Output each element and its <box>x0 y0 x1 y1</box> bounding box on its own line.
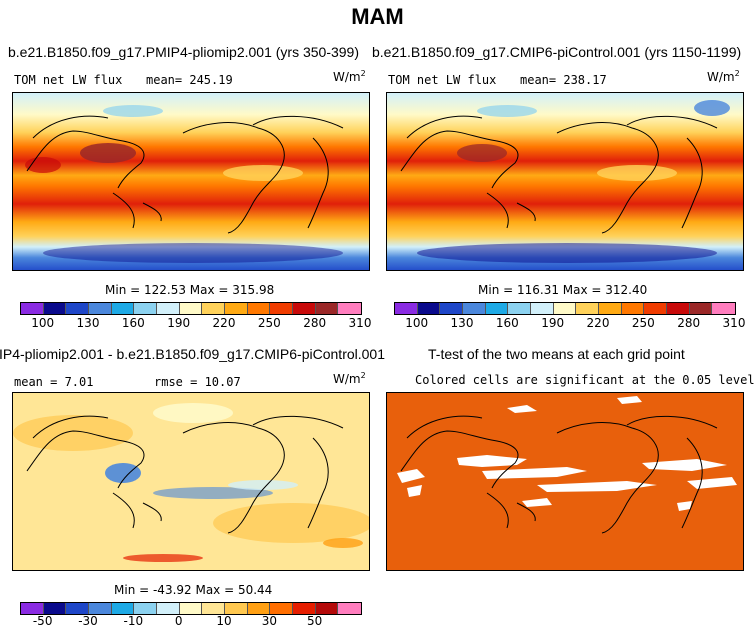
panel1-title: b.e21.B1850.f09_g17.PMIP4-pliomip2.001 (… <box>8 44 359 60</box>
colorbar-diff-label: 10 <box>216 614 232 628</box>
colorbar-diff-swatch <box>224 603 248 614</box>
colorbar-abs-label: 280 <box>677 316 701 330</box>
colorbar-abs-swatch <box>644 303 667 314</box>
colorbar-abs-swatch <box>202 303 225 314</box>
panel2-variable-label: TOM net LW flux <box>388 73 497 87</box>
panel4-map <box>386 392 744 571</box>
colorbar-abs-label: 220 <box>586 316 610 330</box>
panel4-title: T-test of the two means at each grid poi… <box>428 346 685 362</box>
colorbar-diff-swatch <box>292 603 316 614</box>
panel4-subtitle: Colored cells are significant at the 0.0… <box>415 373 755 387</box>
colorbar-diff-label: 50 <box>307 614 323 628</box>
colorbar-diff-label: 0 <box>174 614 183 628</box>
panel1-mean-label: mean= 245.19 <box>146 73 233 87</box>
panel3-rmse-label: rmse = 10.07 <box>154 375 241 389</box>
colorbar-abs-swatch <box>689 303 713 314</box>
panel2-minmax: Min = 116.31 Max = 312.40 <box>478 283 648 297</box>
colorbar-abs-swatch <box>134 303 157 314</box>
colorbar-abs-swatch <box>292 303 316 314</box>
colorbar-diff-label: 30 <box>261 614 277 628</box>
colorbar-abs-swatch <box>88 303 112 314</box>
colorbar-diff-swatch <box>134 603 157 614</box>
colorbar-diff-swatch <box>156 603 180 614</box>
colorbar-abs-label: 250 <box>257 316 281 330</box>
significance-fill <box>387 393 743 570</box>
colorbar-abs-swatch <box>224 303 248 314</box>
panel1-colorbar <box>20 302 362 315</box>
colorbar-abs-swatch <box>43 303 67 314</box>
colorbar-abs-swatch <box>553 303 577 314</box>
colorbar-diff-swatch <box>88 603 112 614</box>
colorbar-abs-swatch <box>111 303 135 314</box>
panel2-mean-label: mean= 238.17 <box>520 73 607 87</box>
figure-title: MAM <box>351 4 404 29</box>
colorbar-abs-swatch <box>598 303 622 314</box>
colorbar-abs-swatch <box>508 303 531 314</box>
colorbar-abs-swatch <box>395 303 418 314</box>
colorbar-diff-swatch <box>111 603 135 614</box>
panel1-variable-label: TOM net LW flux <box>14 73 123 87</box>
colorbar-abs-swatch <box>485 303 509 314</box>
colorbar-abs-swatch <box>21 303 44 314</box>
colorbar-diff-swatch <box>247 603 271 614</box>
colorbar-abs-label: 160 <box>121 316 145 330</box>
panel3-units: W/m2 <box>333 371 366 386</box>
panel3-minmax: Min = -43.92 Max = 50.44 <box>114 583 273 597</box>
colorbar-abs-swatch <box>66 303 89 314</box>
panel3-mean-label: mean = 7.01 <box>14 375 94 389</box>
panel1-colorbar-labels: 100 130 160 190 220 250 280 310 <box>20 316 371 330</box>
panel3-colorbar-labels: -50 -30 -10 0 10 30 50 <box>20 614 360 628</box>
panel2-colorbar-labels: 100 130 160 190 220 250 280 310 <box>394 316 745 330</box>
colorbar-diff-swatch <box>21 603 44 614</box>
panel2-title: b.e21.B1850.f09_g17.CMIP6-piControl.001 … <box>372 44 742 60</box>
colorbar-abs-label: 310 <box>348 316 372 330</box>
colorbar-abs-label: 130 <box>76 316 100 330</box>
colorbar-abs-label: 280 <box>303 316 327 330</box>
colorbar-diff-label: -30 <box>78 614 98 628</box>
panel3-colorbar <box>20 602 362 615</box>
colorbar-diff-swatch <box>338 603 361 614</box>
colorbar-abs-swatch <box>621 303 645 314</box>
colorbar-abs-label: 130 <box>450 316 474 330</box>
colorbar-abs-swatch <box>247 303 271 314</box>
colorbar-diff-swatch <box>66 603 89 614</box>
panel2-units: W/m2 <box>707 69 740 84</box>
colorbar-abs-swatch <box>530 303 554 314</box>
panel1-units: W/m2 <box>333 69 366 84</box>
colorbar-diff-swatch <box>179 603 203 614</box>
colorbar-diff-swatch <box>315 603 339 614</box>
colorbar-abs-label: 190 <box>167 316 191 330</box>
colorbar-abs-label: 160 <box>495 316 519 330</box>
colorbar-abs-swatch <box>156 303 180 314</box>
colorbar-abs-swatch <box>338 303 361 314</box>
colorbar-abs-label: 190 <box>541 316 565 330</box>
colorbar-abs-swatch <box>179 303 203 314</box>
colorbar-diff-swatch <box>270 603 293 614</box>
colorbar-diff-swatch <box>43 603 67 614</box>
colorbar-abs-swatch <box>576 303 599 314</box>
panel2-map <box>386 92 744 271</box>
colorbar-abs-swatch <box>315 303 339 314</box>
colorbar-abs-label: 100 <box>405 316 429 330</box>
panel1-minmax: Min = 122.53 Max = 315.98 <box>105 283 275 297</box>
panel3-map <box>12 392 370 571</box>
panel1-map <box>12 92 370 271</box>
panel2-colorbar <box>394 302 736 315</box>
colorbar-abs-swatch <box>462 303 486 314</box>
colorbar-abs-label: 220 <box>212 316 236 330</box>
colorbar-abs-label: 310 <box>722 316 746 330</box>
colorbar-abs-label: 100 <box>31 316 55 330</box>
colorbar-abs-swatch <box>417 303 441 314</box>
colorbar-abs-swatch <box>666 303 690 314</box>
colorbar-abs-swatch <box>440 303 463 314</box>
colorbar-diff-label: -50 <box>32 614 53 628</box>
panel3-title: b.e21.B1850.f09_g17.PMIP4-pliomip2.001 -… <box>0 346 385 362</box>
colorbar-abs-swatch <box>712 303 735 314</box>
panel3-title-clip: b.e21.B1850.f09_g17.PMIP4-pliomip2.001 -… <box>0 343 385 363</box>
colorbar-abs-label: 250 <box>631 316 655 330</box>
colorbar-abs-swatch <box>270 303 293 314</box>
colorbar-diff-swatch <box>202 603 225 614</box>
colorbar-diff-label: -10 <box>123 614 144 628</box>
